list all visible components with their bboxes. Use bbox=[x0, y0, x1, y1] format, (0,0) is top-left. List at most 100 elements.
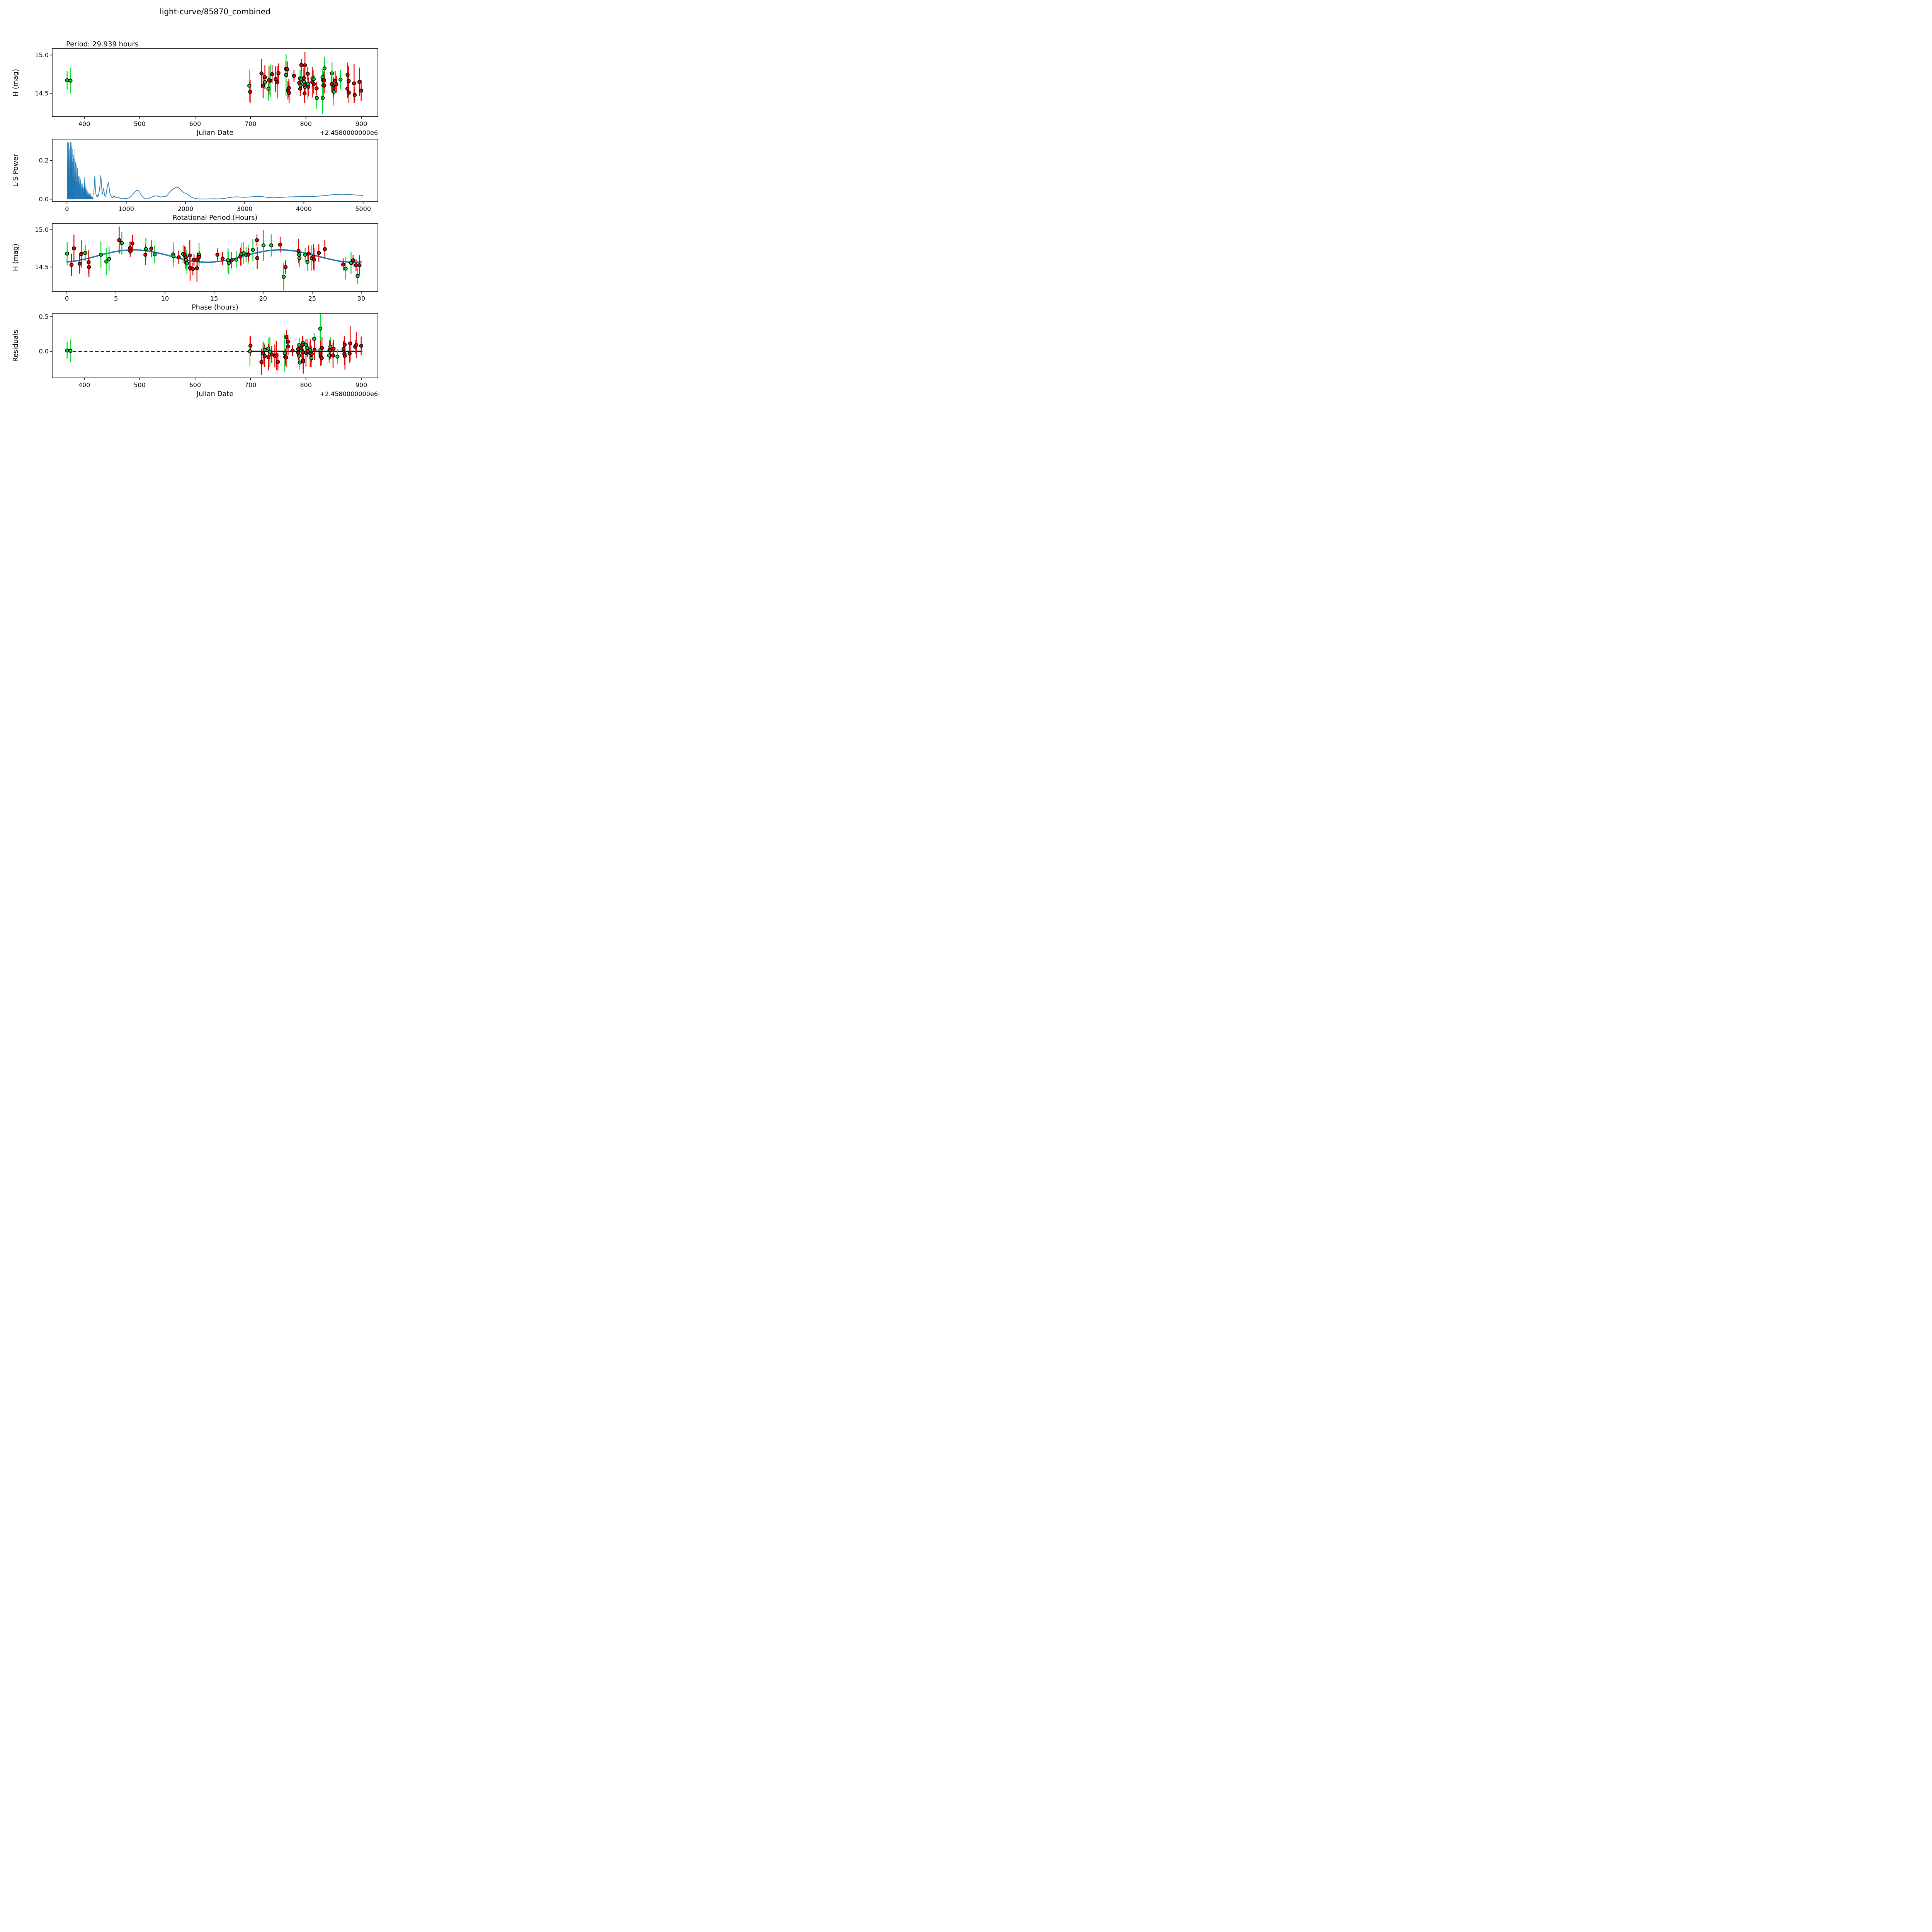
x-tick-label: 900 bbox=[355, 381, 367, 389]
data-point-g bbox=[248, 349, 252, 354]
phase_curve-plot-area bbox=[65, 226, 362, 291]
data-point-r bbox=[274, 77, 278, 82]
data-point-r bbox=[347, 79, 351, 83]
y-tick-label: 14.5 bbox=[35, 90, 49, 97]
data-point-r bbox=[328, 348, 332, 352]
data-point-r bbox=[354, 343, 359, 347]
data-point-g bbox=[185, 261, 189, 265]
data-point-r bbox=[302, 83, 307, 87]
data-point-r bbox=[190, 267, 195, 271]
data-point-r bbox=[149, 247, 153, 251]
data-point-r bbox=[266, 355, 271, 359]
x-tick-label: 900 bbox=[355, 120, 367, 128]
data-point-g bbox=[355, 274, 360, 278]
data-point-r bbox=[296, 249, 301, 253]
x-tick-label: 0 bbox=[65, 295, 69, 302]
data-point-r bbox=[334, 82, 338, 86]
data-point-r bbox=[177, 255, 181, 260]
periodogram-plot-area bbox=[67, 141, 363, 199]
data-point-r bbox=[341, 347, 346, 351]
y-tick-label: 15.0 bbox=[35, 226, 49, 233]
figure: light-curve/85870_combined 400 500 600 700 8… bbox=[0, 0, 417, 417]
data-point-r bbox=[347, 90, 351, 95]
data-point-r bbox=[248, 344, 253, 348]
data-point-g bbox=[263, 80, 267, 85]
data-point-g bbox=[261, 243, 266, 248]
data-point-r bbox=[310, 352, 314, 356]
data-point-g bbox=[65, 348, 69, 353]
data-point-g bbox=[171, 254, 176, 259]
data-point-g bbox=[266, 87, 270, 91]
data-point-r bbox=[351, 258, 355, 262]
data-point-r bbox=[77, 262, 82, 266]
data-point-r bbox=[305, 349, 310, 354]
data-point-r bbox=[320, 356, 324, 360]
data-point-r bbox=[283, 265, 288, 269]
data-point-g bbox=[312, 337, 316, 341]
data-point-g bbox=[266, 346, 270, 351]
data-point-r bbox=[333, 78, 337, 83]
data-point-r bbox=[130, 242, 134, 246]
data-point-r bbox=[248, 90, 252, 94]
data-point-r bbox=[259, 71, 264, 76]
data-point-g bbox=[349, 261, 353, 265]
data-point-r bbox=[359, 88, 363, 93]
data-point-r bbox=[286, 339, 290, 344]
data-point-r bbox=[352, 93, 357, 97]
data-point-g bbox=[153, 252, 157, 257]
data-point-r bbox=[278, 242, 282, 247]
data-point-r bbox=[302, 76, 306, 80]
x-tick-label: 500 bbox=[134, 120, 146, 128]
data-point-r bbox=[284, 335, 289, 339]
data-point-r bbox=[284, 355, 288, 360]
panel-phase_curve: 0 5 10 15 20 25 30 15.0 14.5 Phase (hours) H (mag) bbox=[12, 223, 378, 311]
data-point-r bbox=[357, 263, 362, 267]
data-point-r bbox=[274, 353, 279, 357]
light_curve-axes-frame bbox=[52, 48, 378, 117]
panel-residuals: 400 500 600 700 800 900 0.5 0.0 Julian Date +2.45… bbox=[12, 313, 378, 398]
data-point-g bbox=[282, 351, 287, 355]
data-point-g bbox=[65, 252, 70, 256]
data-point-r bbox=[348, 341, 352, 345]
data-point-r bbox=[276, 360, 280, 364]
x-tick-label: 15 bbox=[210, 295, 218, 302]
data-point-g bbox=[328, 344, 333, 349]
x-tick-label: 2000 bbox=[178, 205, 194, 213]
data-point-r bbox=[320, 345, 324, 350]
data-point-r bbox=[352, 81, 356, 85]
data-point-g bbox=[318, 327, 323, 331]
data-point-r bbox=[275, 80, 279, 85]
x-tick-label: 0 bbox=[65, 205, 69, 213]
data-point-r bbox=[316, 251, 321, 255]
x-tick-label: 600 bbox=[189, 120, 201, 128]
data-point-r bbox=[332, 347, 336, 351]
x-tick-label: 800 bbox=[300, 120, 312, 128]
figure-title: light-curve/85870_combined bbox=[160, 7, 270, 16]
data-point-g bbox=[83, 251, 87, 255]
data-point-g bbox=[251, 248, 255, 252]
data-point-g bbox=[262, 348, 267, 352]
data-point-r bbox=[300, 350, 305, 354]
data-point-r bbox=[276, 71, 281, 75]
periodogram-axes-frame bbox=[52, 139, 378, 202]
data-point-g bbox=[282, 275, 286, 279]
data-point-r bbox=[128, 249, 133, 253]
y-axis-label-periodogram: L-S Power bbox=[12, 154, 20, 187]
data-point-r bbox=[323, 247, 327, 251]
y-tick-label: 0.2 bbox=[39, 157, 49, 164]
data-point-r bbox=[296, 350, 301, 355]
data-point-r bbox=[215, 253, 219, 257]
data-point-g bbox=[107, 257, 111, 261]
data-point-r bbox=[259, 360, 264, 364]
data-point-g bbox=[311, 77, 316, 82]
data-point-g bbox=[297, 256, 302, 260]
data-point-g bbox=[99, 253, 103, 257]
x-tick-label: 600 bbox=[189, 381, 201, 389]
x-axis-offset-text: +2.4580000000e6 bbox=[320, 129, 378, 136]
data-point-r bbox=[332, 86, 336, 90]
data-point-r bbox=[87, 265, 91, 269]
data-point-r bbox=[69, 263, 74, 267]
data-point-r bbox=[291, 348, 295, 353]
data-point-r bbox=[306, 85, 311, 89]
data-point-r bbox=[263, 75, 267, 80]
